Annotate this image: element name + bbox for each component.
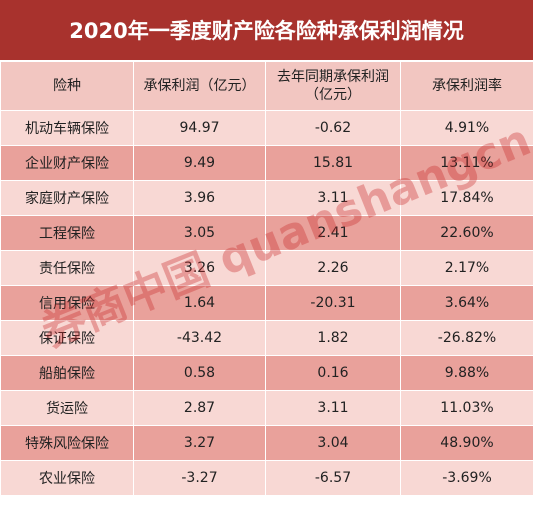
table-row: 货运险 2.87 3.11 11.03% xyxy=(0,390,533,426)
table-cell: -20.31 xyxy=(265,285,401,321)
table-cell: 3.96 xyxy=(133,180,266,216)
table-cell: -6.57 xyxy=(265,460,401,496)
table-cell: -3.69% xyxy=(400,460,533,496)
table-cell: 保证保险 xyxy=(0,320,134,356)
table-cell: 0.58 xyxy=(133,355,266,391)
table-row: 农业保险 -3.27 -6.57 -3.69% xyxy=(0,460,533,496)
table-cell: 责任保险 xyxy=(0,250,134,286)
table-row: 家庭财产保险 3.96 3.11 17.84% xyxy=(0,180,533,216)
header-row: 险种 承保利润（亿元） 去年同期承保利润（亿元） 承保利润率 xyxy=(0,61,533,111)
table-cell: -0.62 xyxy=(265,110,401,146)
table-cell: 4.91% xyxy=(400,110,533,146)
table-cell: 家庭财产保险 xyxy=(0,180,134,216)
table-cell: 11.03% xyxy=(400,390,533,426)
table-cell: 9.88% xyxy=(400,355,533,391)
table-row: 特殊风险保险 3.27 3.04 48.90% xyxy=(0,425,533,461)
table-row: 船舶保险 0.58 0.16 9.88% xyxy=(0,355,533,391)
table-cell: 货运险 xyxy=(0,390,134,426)
table-cell: 3.11 xyxy=(265,180,401,216)
table-cell: 2.87 xyxy=(133,390,266,426)
table-row: 责任保险 3.26 2.26 2.17% xyxy=(0,250,533,286)
table-cell: 工程保险 xyxy=(0,215,134,251)
table-cell: -3.27 xyxy=(133,460,266,496)
table-row: 保证保险 -43.42 1.82 -26.82% xyxy=(0,320,533,356)
table-cell: 3.27 xyxy=(133,425,266,461)
table-cell: 企业财产保险 xyxy=(0,145,134,181)
header-cell: 承保利润率 xyxy=(400,61,533,111)
table-cell: 特殊风险保险 xyxy=(0,425,134,461)
table-cell: 17.84% xyxy=(400,180,533,216)
table-cell: 信用保险 xyxy=(0,285,134,321)
profit-table: 险种 承保利润（亿元） 去年同期承保利润（亿元） 承保利润率 机动车辆保险 94.97 -0… xyxy=(0,61,533,496)
table-cell: 3.64% xyxy=(400,285,533,321)
title: 2020年一季度财产险各险种承保利润情况 xyxy=(0,0,533,60)
table-cell: 2.41 xyxy=(265,215,401,251)
table-cell: 农业保险 xyxy=(0,460,134,496)
table-cell: 94.97 xyxy=(133,110,266,146)
table-cell: 2.26 xyxy=(265,250,401,286)
table-cell: 1.64 xyxy=(133,285,266,321)
table-cell: 9.49 xyxy=(133,145,266,181)
header-cell: 去年同期承保利润（亿元） xyxy=(265,61,401,111)
table-cell: -43.42 xyxy=(133,320,266,356)
table-row: 信用保险 1.64 -20.31 3.64% xyxy=(0,285,533,321)
table-cell: 3.04 xyxy=(265,425,401,461)
table-cell: 15.81 xyxy=(265,145,401,181)
table-cell: 3.11 xyxy=(265,390,401,426)
table-row: 机动车辆保险 94.97 -0.62 4.91% xyxy=(0,110,533,146)
table-cell: 机动车辆保险 xyxy=(0,110,134,146)
table-cell: 13.11% xyxy=(400,145,533,181)
table-cell: 2.17% xyxy=(400,250,533,286)
table-cell: 22.60% xyxy=(400,215,533,251)
header-cell: 承保利润（亿元） xyxy=(133,61,266,111)
header-cell: 险种 xyxy=(0,61,134,111)
table-cell: -26.82% xyxy=(400,320,533,356)
table-row: 企业财产保险 9.49 15.81 13.11% xyxy=(0,145,533,181)
table-cell: 3.26 xyxy=(133,250,266,286)
table-cell: 48.90% xyxy=(400,425,533,461)
table-cell: 1.82 xyxy=(265,320,401,356)
table-cell: 3.05 xyxy=(133,215,266,251)
table-row: 工程保险 3.05 2.41 22.60% xyxy=(0,215,533,251)
table-cell: 0.16 xyxy=(265,355,401,391)
table-cell: 船舶保险 xyxy=(0,355,134,391)
